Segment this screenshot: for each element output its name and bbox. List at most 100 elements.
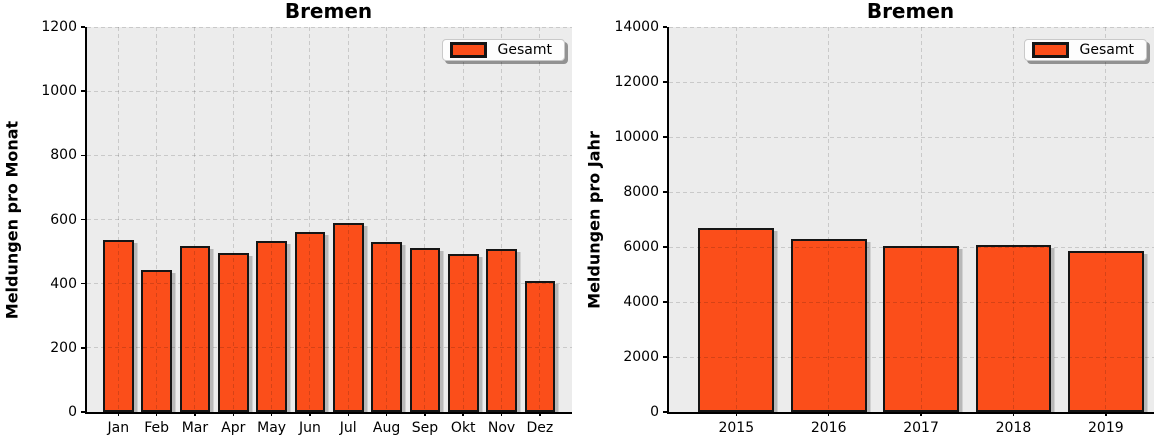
- y-tick-mark: [81, 26, 85, 28]
- x-tick-mark: [539, 412, 541, 416]
- legend-label: Gesamt: [497, 42, 552, 58]
- gridline-horizontal: [87, 154, 572, 156]
- x-tick-label: 2017: [903, 420, 939, 436]
- y-tick-mark: [81, 218, 85, 221]
- x-tick-label: Apr: [221, 420, 246, 436]
- bar: [217, 252, 249, 412]
- y-tick-mark: [81, 90, 85, 92]
- x-tick-label: Dez: [526, 420, 554, 436]
- y-tick-label: 2000: [623, 349, 659, 365]
- x-tick-mark: [232, 412, 235, 416]
- x-tick-mark: [155, 412, 158, 416]
- x-tick-mark: [920, 412, 922, 416]
- x-tick-label: 2019: [1088, 420, 1124, 436]
- bar: [790, 239, 867, 412]
- bar: [447, 253, 479, 412]
- x-tick-mark: [1105, 412, 1107, 416]
- x-tick-label: Nov: [487, 420, 516, 436]
- x-tick-label: Sep: [411, 420, 439, 436]
- bar: [332, 223, 364, 412]
- x-tick-label: Okt: [450, 420, 476, 436]
- y-tick-mark: [663, 81, 667, 83]
- y-tick-mark: [663, 191, 667, 193]
- gridline-vertical: [386, 27, 388, 412]
- x-tick-label: Jul: [339, 420, 357, 436]
- gridline-horizontal: [669, 246, 1154, 248]
- y-tick-mark: [81, 282, 85, 285]
- gridline-vertical: [1105, 27, 1107, 412]
- x-tick-mark: [500, 412, 503, 416]
- gridline-horizontal: [669, 81, 1154, 83]
- y-tick-label: 800: [50, 147, 77, 164]
- y-axis-label: Meldungen pro Jahr: [584, 131, 604, 309]
- y-tick-mark: [663, 136, 667, 138]
- x-tick-label: Mar: [181, 420, 209, 436]
- x-tick-mark: [424, 412, 426, 416]
- x-tick-mark: [827, 412, 830, 416]
- gridline-vertical: [501, 27, 503, 412]
- gridline-horizontal: [87, 347, 572, 349]
- bar: [256, 241, 287, 412]
- y-tick-mark: [663, 246, 667, 248]
- gridline-horizontal: [87, 219, 572, 220]
- gridline-horizontal: [87, 90, 572, 92]
- legend-swatch-icon: [1031, 42, 1069, 58]
- bar: [371, 242, 402, 412]
- bar: [975, 244, 1052, 412]
- y-tick-mark: [663, 411, 667, 413]
- y-tick-label: 10000: [614, 129, 659, 145]
- gridline-horizontal: [669, 191, 1154, 193]
- gridline-vertical: [462, 27, 464, 412]
- y-tick-mark: [81, 154, 85, 157]
- gridline-vertical: [347, 27, 349, 412]
- x-tick-mark: [735, 412, 738, 416]
- x-tick-label: 2016: [810, 420, 847, 436]
- x-tick-mark: [462, 412, 464, 416]
- gridline-vertical: [424, 27, 426, 412]
- chart-title: Bremen: [284, 0, 373, 23]
- x-tick-mark: [1012, 412, 1015, 416]
- x-tick-mark: [347, 412, 349, 416]
- y-tick-label: 400: [50, 275, 77, 292]
- gridline-vertical: [271, 27, 273, 412]
- y-tick-label: 4000: [623, 294, 659, 310]
- gridline-horizontal: [669, 136, 1154, 138]
- x-tick-mark: [309, 412, 311, 416]
- y-tick-label: 6000: [623, 239, 659, 255]
- gridline-horizontal: [87, 27, 572, 28]
- y-tick-mark: [663, 356, 667, 358]
- y-tick-label: 12000: [614, 74, 659, 90]
- x-tick-label: Jan: [107, 420, 130, 436]
- x-tick-label: Aug: [372, 420, 401, 436]
- gridline-vertical: [828, 27, 830, 412]
- bar: [179, 246, 211, 412]
- y-tick-label: 8000: [623, 184, 659, 200]
- gridline-vertical: [232, 27, 234, 412]
- y-tick-label: 1000: [41, 83, 77, 100]
- monthly-chart: Bremen Meldungen pro Monat Gesamt Jan Feb…: [3, 0, 572, 436]
- legend-label: Gesamt: [1079, 42, 1134, 58]
- gridline-vertical: [920, 27, 922, 412]
- x-tick-label: Feb: [144, 420, 169, 436]
- gridline-horizontal: [669, 301, 1154, 303]
- legend: Gesamt: [1023, 39, 1147, 61]
- gridline-horizontal: [669, 356, 1154, 358]
- bar: [141, 269, 172, 412]
- x-tick-label: 2015: [718, 420, 755, 436]
- x-tick-label: May: [257, 420, 287, 436]
- y-tick-label: 1200: [41, 19, 77, 35]
- y-tick-mark: [663, 26, 667, 28]
- y-tick-label: 14000: [614, 19, 659, 35]
- gridline-horizontal: [669, 27, 1154, 28]
- bar: [698, 228, 775, 412]
- y-tick-mark: [663, 301, 667, 303]
- gridline-vertical: [539, 27, 541, 412]
- bar: [102, 240, 134, 412]
- x-tick-mark: [117, 412, 120, 416]
- y-tick-mark: [81, 411, 85, 413]
- y-tick-label: 600: [50, 211, 77, 228]
- x-tick-label: 2018: [995, 420, 1032, 436]
- bar: [486, 248, 517, 412]
- y-tick-mark: [81, 347, 85, 349]
